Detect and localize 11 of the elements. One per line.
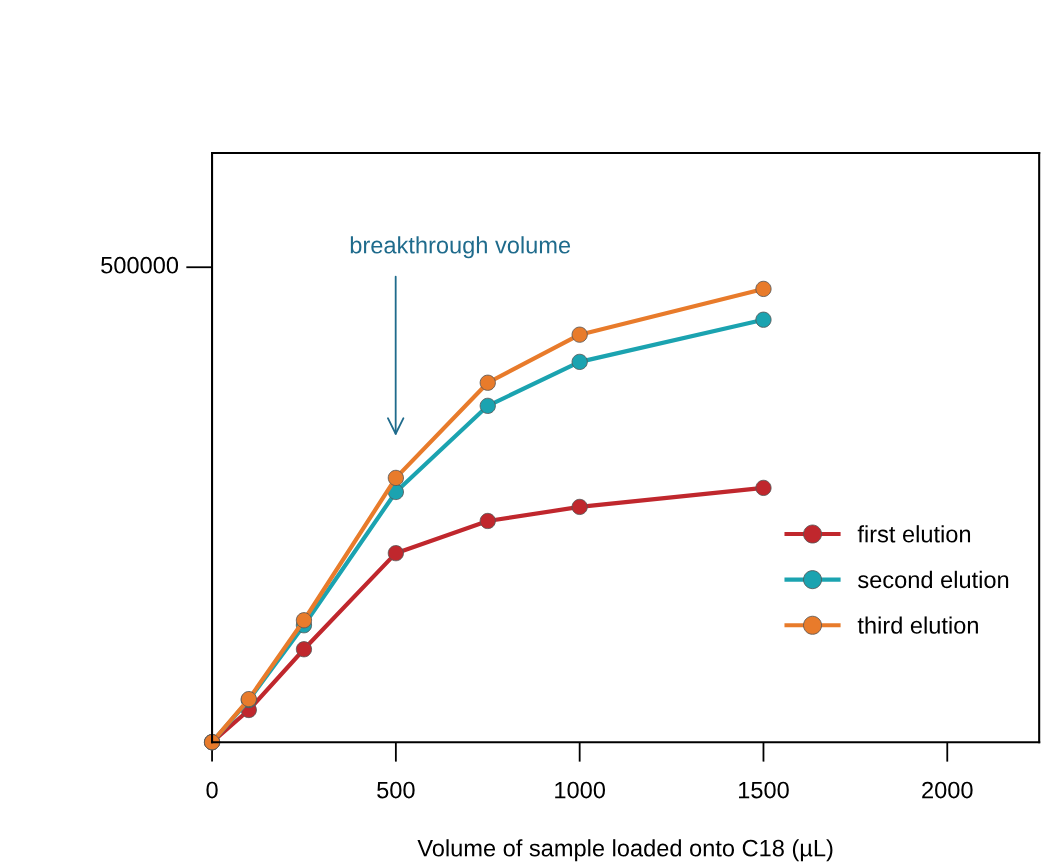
- legend-label: first elution: [857, 525, 971, 543]
- legend-label: third elution: [857, 616, 978, 634]
- x-tick-label: 0: [206, 781, 218, 799]
- text: 500000: [101, 256, 179, 274]
- x-tick-label: 500: [377, 781, 415, 799]
- text: breakthrough volume: [350, 236, 571, 259]
- legend-label: second elution: [858, 570, 1009, 589]
- x-tick-label: 2000: [922, 781, 973, 799]
- x-tick-label: 1000: [555, 781, 606, 799]
- x-axis-title: Volume of sample loaded onto C18 (µL): [417, 839, 833, 862]
- x-tick-label: 1500: [739, 781, 789, 799]
